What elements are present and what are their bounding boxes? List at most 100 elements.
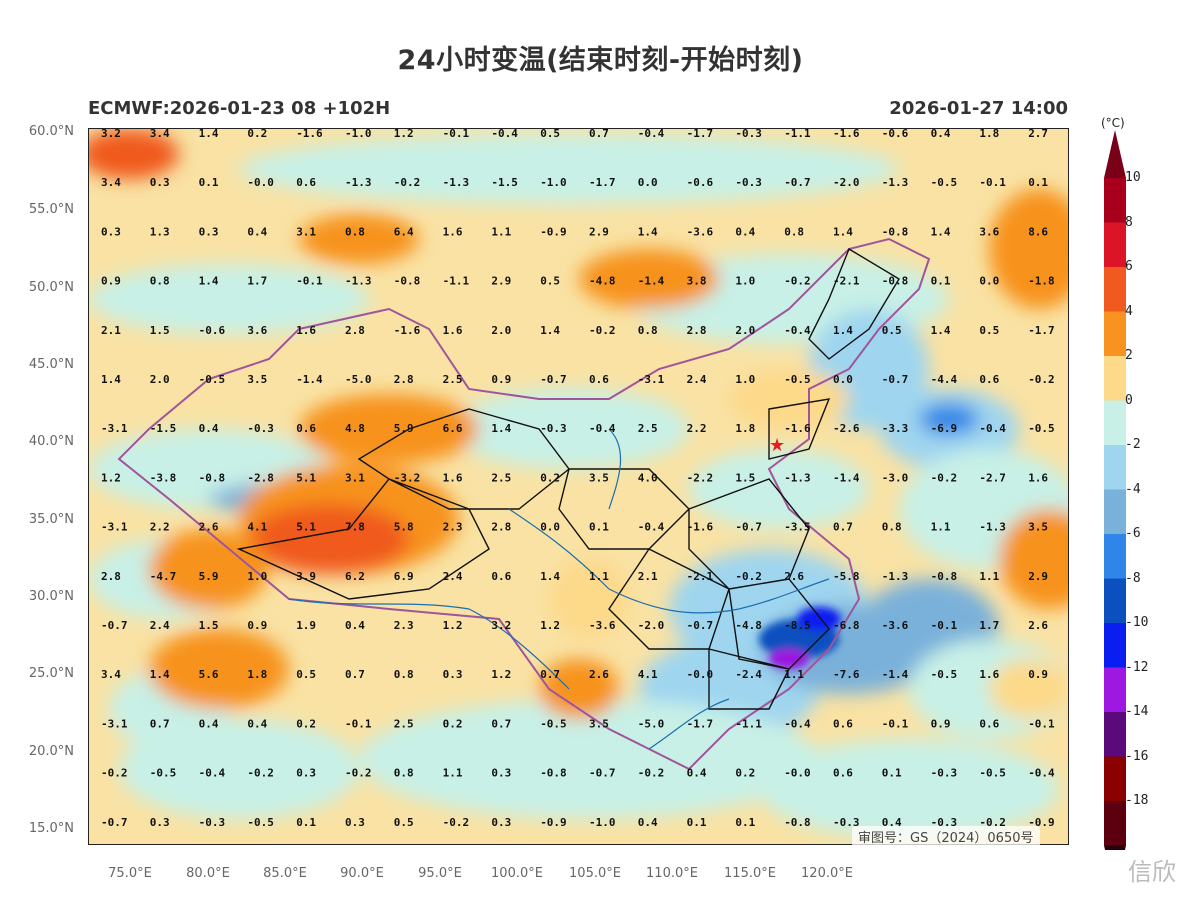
grid-value: 1.6 bbox=[443, 471, 463, 484]
grid-value: 3.5 bbox=[247, 373, 267, 386]
grid-value: -1.3 bbox=[443, 176, 470, 189]
grid-value: -0.1 bbox=[443, 129, 470, 140]
grid-value: 2.3 bbox=[394, 619, 414, 632]
grid-value: -0.0 bbox=[784, 767, 811, 780]
grid-value: 0.3 bbox=[150, 816, 170, 829]
grid-value: 1.1 bbox=[589, 570, 609, 583]
grid-value: -1.6 bbox=[833, 129, 860, 140]
grid-value: -0.3 bbox=[199, 816, 226, 829]
grid-value: 0.6 bbox=[979, 373, 999, 386]
lon-tick: 100.0°E bbox=[491, 866, 543, 881]
grid-value: -0.2 bbox=[345, 767, 372, 780]
grid-value: 6.9 bbox=[394, 570, 414, 583]
grid-value: -0.2 bbox=[1028, 373, 1055, 386]
grid-value: -0.7 bbox=[101, 619, 128, 632]
grid-value: -1.4 bbox=[296, 373, 323, 386]
map-canvas: ★ 3.2 3.4 1.4 0.2 -1.6 -1.0 1.2 -0.1 -0.4 0.5 0.7 -… bbox=[89, 129, 1068, 844]
grid-value: -1.3 bbox=[345, 176, 372, 189]
grid-value: 0.5 bbox=[979, 324, 999, 337]
grid-value: 2.6 bbox=[589, 668, 609, 681]
grid-value: -0.1 bbox=[296, 275, 323, 288]
grid-value: 5.1 bbox=[296, 471, 316, 484]
grid-value: -2.2 bbox=[687, 471, 714, 484]
grid-value: -0.1 bbox=[931, 619, 958, 632]
grid-value: -0.7 bbox=[540, 373, 567, 386]
grid-value: -0.5 bbox=[150, 767, 177, 780]
grid-value: 0.0 bbox=[833, 373, 853, 386]
grid-value: 2.9 bbox=[491, 275, 511, 288]
grid-value: 1.4 bbox=[491, 422, 511, 435]
grid-value: 2.4 bbox=[443, 570, 463, 583]
grid-value: 0.6 bbox=[833, 717, 853, 730]
grid-value: 0.6 bbox=[833, 767, 853, 780]
grid-value: 5.1 bbox=[296, 521, 316, 534]
grid-value: -6.9 bbox=[931, 422, 958, 435]
grid-value: 0.4 bbox=[931, 129, 951, 140]
grid-value: 0.6 bbox=[296, 422, 316, 435]
grid-value: 3.4 bbox=[101, 176, 121, 189]
grid-value: 0.8 bbox=[394, 767, 414, 780]
grid-value: 2.9 bbox=[1028, 570, 1048, 583]
grid-value: 2.5 bbox=[638, 422, 658, 435]
colorbar-label: -8 bbox=[1125, 570, 1141, 586]
grid-value: -0.8 bbox=[882, 275, 909, 288]
grid-value-labels: 3.2 3.4 1.4 0.2 -1.6 -1.0 1.2 -0.1 -0.4 0.5 0.7 -0.… bbox=[101, 129, 1055, 829]
grid-value: -6.8 bbox=[833, 619, 860, 632]
grid-value: 1.2 bbox=[491, 668, 511, 681]
grid-value: -2.1 bbox=[833, 275, 860, 288]
lon-tick: 90.0°E bbox=[340, 866, 384, 881]
lat-tick: 25.0°N bbox=[28, 666, 74, 681]
grid-value: -0.4 bbox=[1028, 767, 1055, 780]
grid-value: -3.1 bbox=[101, 521, 128, 534]
grid-value: -2.0 bbox=[833, 176, 860, 189]
grid-value: 3.6 bbox=[979, 225, 999, 238]
grid-value: -0.5 bbox=[784, 373, 811, 386]
grid-value: 2.0 bbox=[491, 324, 511, 337]
grid-value: 0.0 bbox=[540, 521, 560, 534]
colorbar-label: -4 bbox=[1125, 481, 1141, 497]
grid-value: -0.5 bbox=[540, 717, 567, 730]
grid-value: 0.1 bbox=[199, 176, 219, 189]
grid-value: 0.3 bbox=[491, 816, 511, 829]
grid-value: -8.5 bbox=[784, 619, 811, 632]
grid-value: -2.6 bbox=[833, 422, 860, 435]
grid-value: -3.6 bbox=[589, 619, 616, 632]
grid-value: 0.4 bbox=[247, 717, 267, 730]
lon-tick: 80.0°E bbox=[186, 866, 230, 881]
grid-value: 1.4 bbox=[199, 275, 219, 288]
grid-value: -1.6 bbox=[296, 129, 323, 140]
grid-value: 0.8 bbox=[638, 324, 658, 337]
grid-value: 0.5 bbox=[394, 816, 414, 829]
colorbar-cell bbox=[1104, 489, 1126, 534]
temperature-change-map[interactable]: ★ 3.2 3.4 1.4 0.2 -1.6 -1.0 1.2 -0.1 -0.4 0.5 0.7 -… bbox=[88, 128, 1069, 845]
grid-value: 6.4 bbox=[394, 225, 414, 238]
grid-value: 3.1 bbox=[296, 225, 316, 238]
colorbar-cell bbox=[1104, 623, 1126, 668]
grid-value: 2.5 bbox=[394, 717, 414, 730]
grid-value: 2.5 bbox=[491, 471, 511, 484]
colorbar-label: -18 bbox=[1125, 793, 1149, 808]
grid-value: 0.3 bbox=[296, 767, 316, 780]
colorbar-cell bbox=[1104, 801, 1126, 846]
grid-value: 0.7 bbox=[589, 129, 609, 140]
grid-value: 0.3 bbox=[443, 668, 463, 681]
lat-tick: 15.0°N bbox=[28, 821, 74, 836]
grid-value: -0.9 bbox=[1028, 816, 1055, 829]
lat-tick: 35.0°N bbox=[28, 512, 74, 527]
grid-value: 0.2 bbox=[540, 471, 560, 484]
grid-value: 0.5 bbox=[540, 275, 560, 288]
colorbar-label: -14 bbox=[1125, 704, 1149, 719]
grid-value: -1.7 bbox=[687, 129, 714, 140]
grid-value: 1.6 bbox=[443, 225, 463, 238]
grid-value: 0.7 bbox=[833, 521, 853, 534]
grid-value: -1.1 bbox=[735, 717, 762, 730]
grid-value: -0.2 bbox=[979, 816, 1006, 829]
colorbar-cell bbox=[1104, 756, 1126, 801]
grid-value: 1.4 bbox=[638, 225, 658, 238]
colorbar-cell bbox=[1104, 400, 1126, 445]
grid-value: -0.9 bbox=[540, 816, 567, 829]
grid-value: -5.8 bbox=[833, 570, 860, 583]
grid-value: 0.8 bbox=[882, 521, 902, 534]
grid-value: 0.0 bbox=[638, 176, 658, 189]
grid-value: 4.1 bbox=[247, 521, 267, 534]
